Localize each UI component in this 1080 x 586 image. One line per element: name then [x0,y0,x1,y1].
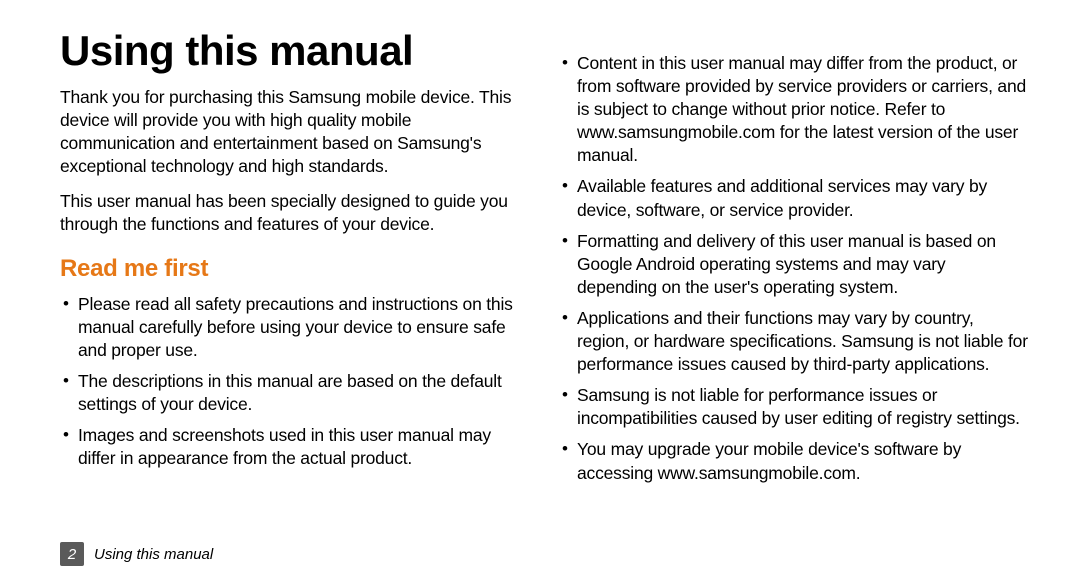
content-columns: Using this manual Thank you for purchasi… [60,30,1030,532]
list-item: Please read all safety precautions and i… [60,293,531,362]
list-item: Applications and their functions may var… [559,307,1030,376]
bullet-list-left: Please read all safety precautions and i… [60,293,531,471]
page-footer: 2 Using this manual [60,542,1030,566]
left-column: Using this manual Thank you for purchasi… [60,30,531,532]
list-item: Available features and additional servic… [559,175,1030,221]
list-item: You may upgrade your mobile device's sof… [559,438,1030,484]
page-number: 2 [60,542,84,566]
bullet-list-right: Content in this user manual may differ f… [559,52,1030,485]
list-item: Samsung is not liable for performance is… [559,384,1030,430]
intro-paragraph-1: Thank you for purchasing this Samsung mo… [60,86,531,178]
section-heading: Read me first [60,255,531,283]
list-item: The descriptions in this manual are base… [60,370,531,416]
footer-section-name: Using this manual [94,546,213,563]
list-item: Formatting and delivery of this user man… [559,230,1030,299]
list-item: Images and screenshots used in this user… [60,424,531,470]
intro-paragraph-2: This user manual has been specially desi… [60,190,531,236]
right-column: Content in this user manual may differ f… [559,30,1030,532]
page-title: Using this manual [60,30,531,72]
manual-page: Using this manual Thank you for purchasi… [0,0,1080,586]
list-item: Content in this user manual may differ f… [559,52,1030,167]
